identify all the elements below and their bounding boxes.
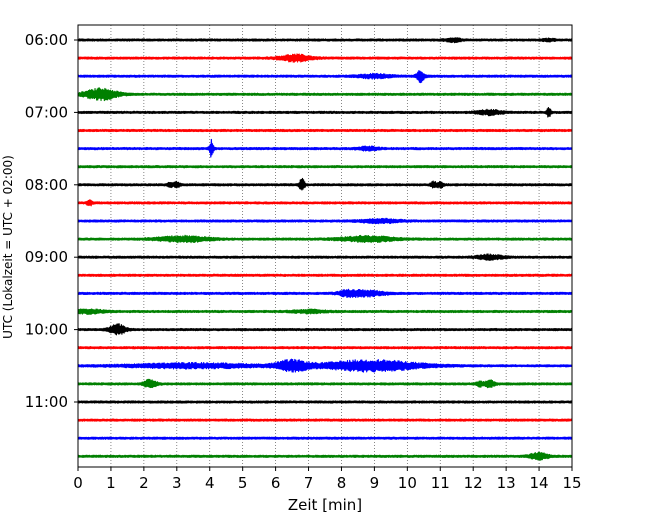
x-tick-label-3: 3 [172,474,182,492]
trace-0945 [77,308,573,315]
x-tick-label-10: 10 [398,474,417,492]
trace-0615 [77,53,573,63]
trace-1000 [77,323,573,336]
trace-0815 [77,199,573,207]
y-tick-label-08:00: 08:00 [25,176,68,194]
trace-0745 [77,165,573,169]
x-tick-label-11: 11 [431,474,450,492]
trace-0930 [77,288,573,299]
trace-0715 [77,128,573,133]
trace-layer [77,37,573,461]
x-tick-label-7: 7 [304,474,314,492]
trace-1130 [77,436,573,440]
x-tick-label-12: 12 [464,474,483,492]
x-axis: 0 1 2 3 4 5 6 7 8 9 10 11 12 13 14 15 [73,467,582,492]
x-axis-label: Zeit [min] [288,496,362,514]
grid-layer [110,25,540,467]
y-tick-label-11:00: 11:00 [25,393,68,411]
trace-0730 [77,138,573,158]
y-tick-label-10:00: 10:00 [25,321,68,339]
trace-0915 [77,273,573,277]
y-axis-label: UTC (Lokalzeit = UTC + 02:00) [1,155,15,339]
x-tick-label-4: 4 [205,474,215,492]
x-tick-label-0: 0 [73,474,83,492]
y-tick-label-06:00: 06:00 [25,31,68,49]
x-tick-label-9: 9 [370,474,380,492]
y-axis: 06:00 07:00 08:00 09:00 10:00 11:00 [25,31,78,411]
x-tick-label-15: 15 [562,474,581,492]
trace-0800 [77,177,573,191]
trace-1115 [77,418,573,422]
x-tick-label-1: 1 [106,474,116,492]
trace-0900 [77,253,573,261]
trace-0830 [77,217,573,225]
trace-0630 [77,70,573,84]
x-tick-label-2: 2 [139,474,149,492]
trace-1100 [77,400,573,404]
x-tick-label-6: 6 [271,474,281,492]
trace-0645 [77,87,573,102]
y-tick-label-07:00: 07:00 [25,103,68,121]
x-tick-label-5: 5 [238,474,248,492]
trace-0600 [77,37,573,44]
plot-frame [77,24,573,468]
trace-0700 [77,106,573,118]
x-tick-label-13: 13 [497,474,516,492]
trace-1045 [77,378,573,389]
trace-1145 [77,451,573,461]
trace-1015 [77,346,573,350]
x-tick-label-8: 8 [337,474,347,492]
trace-1030 [77,358,573,373]
y-tick-label-09:00: 09:00 [25,248,68,266]
x-tick-label-14: 14 [530,474,549,492]
trace-0845 [77,234,573,244]
